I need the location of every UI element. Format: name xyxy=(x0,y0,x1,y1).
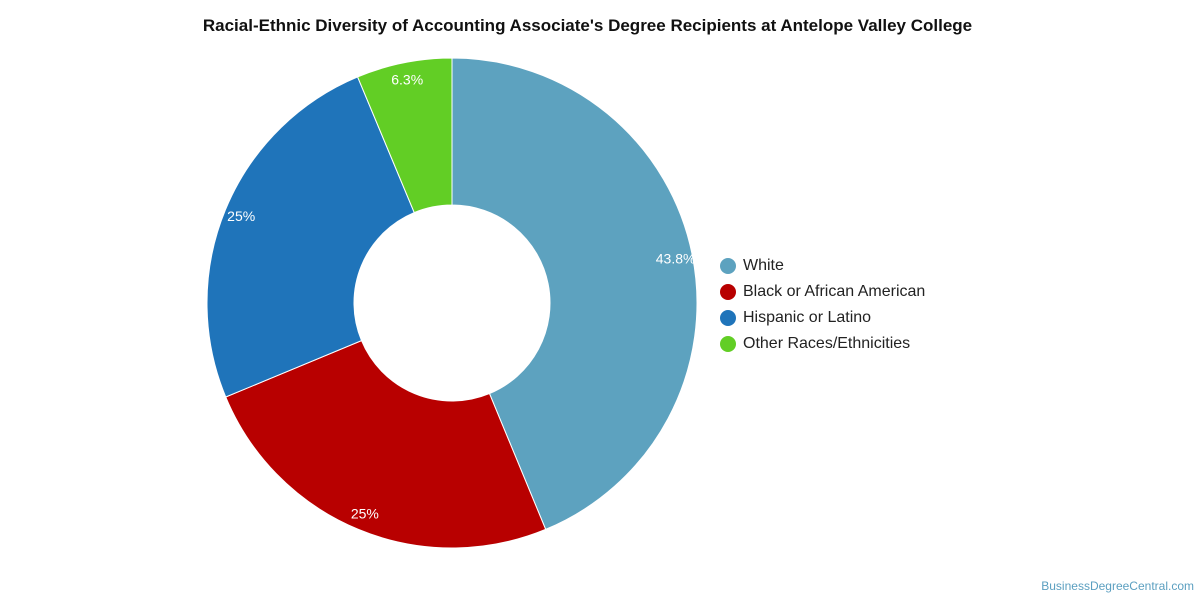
legend-swatch-icon xyxy=(720,284,736,300)
legend-swatch-icon xyxy=(720,258,736,274)
legend-label: Black or African American xyxy=(743,283,926,300)
slices-group xyxy=(206,57,698,549)
slice-label-other-races-ethnicities: 6.3% xyxy=(391,71,423,87)
slice-label-white: 43.8% xyxy=(656,251,696,267)
legend-item-black-or-african-american[interactable]: Black or African American xyxy=(720,279,925,305)
legend-item-other-races-ethnicities[interactable]: Other Races/Ethnicities xyxy=(720,331,925,357)
legend-label: White xyxy=(743,257,784,274)
source-credit[interactable]: BusinessDegreeCentral.com xyxy=(1041,579,1194,593)
chart-title: Racial-Ethnic Diversity of Accounting As… xyxy=(202,16,973,35)
slice-label-black-or-african-american: 25% xyxy=(351,506,379,522)
slice-other-races-ethnicities[interactable] xyxy=(356,57,453,214)
legend-label: Hispanic or Latino xyxy=(743,309,872,326)
slice-label-hispanic-or-latino: 25% xyxy=(227,208,255,224)
legend-item-hispanic-or-latino[interactable]: Hispanic or Latino xyxy=(720,305,925,331)
legend-label: Other Races/Ethnicities xyxy=(743,335,911,352)
legend: White Black or African American Hispanic o… xyxy=(720,253,925,357)
slice-white[interactable] xyxy=(451,57,698,531)
legend-swatch-icon xyxy=(720,310,736,326)
legend-item-white[interactable]: White xyxy=(720,253,925,279)
labels-group: 43.8% 25% 25% 6.3% xyxy=(227,71,695,521)
slice-hispanic-or-latino[interactable] xyxy=(206,76,415,398)
legend-swatch-icon xyxy=(720,336,736,352)
slice-black-or-african-american[interactable] xyxy=(225,339,547,549)
